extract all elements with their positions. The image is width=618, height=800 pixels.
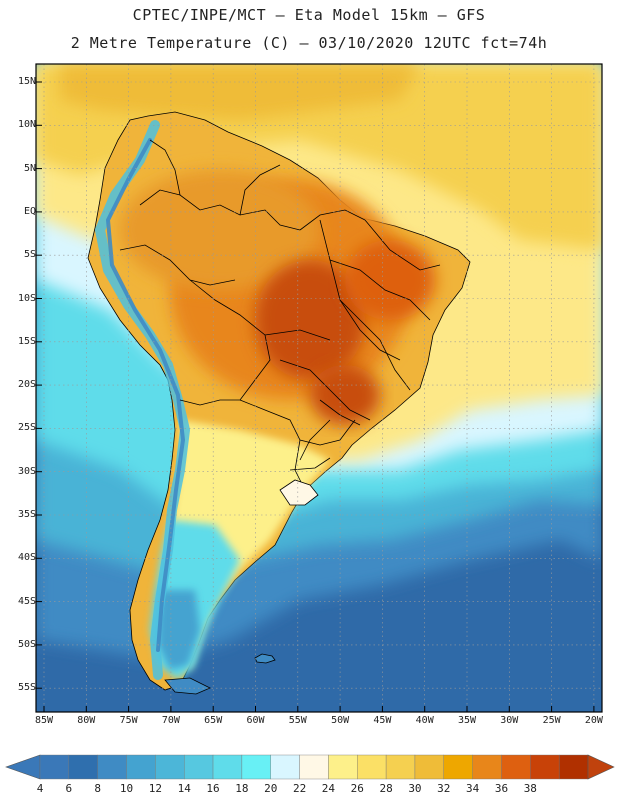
lon-label: 20W bbox=[584, 715, 603, 726]
colorbar-label: 24 bbox=[321, 782, 336, 795]
lat-label: 20S bbox=[17, 379, 36, 391]
map-title-line1: CPTEC/INPE/MCT – Eta Model 15km – GFS bbox=[132, 6, 486, 24]
colorbar-label: 16 bbox=[206, 782, 220, 795]
colorbar-max-arrow bbox=[587, 754, 615, 780]
colorbar-swatch bbox=[530, 754, 560, 780]
falkland-islands bbox=[254, 653, 276, 664]
lon-label: 80W bbox=[77, 715, 96, 726]
colorbar-swatch bbox=[558, 754, 589, 780]
colorbar-swatch bbox=[472, 754, 502, 780]
lon-label: 40W bbox=[415, 715, 434, 726]
lon-label: 30W bbox=[500, 715, 519, 726]
lat-label: 35S bbox=[17, 509, 36, 520]
colorbar-label: 38 bbox=[523, 782, 537, 795]
colorbar-label: 10 bbox=[119, 782, 134, 795]
southeast-hot-zone bbox=[310, 365, 380, 425]
map-title-line2: 2 Metre Temperature (C) – 03/10/2020 12U… bbox=[70, 34, 548, 52]
lon-label: 70W bbox=[161, 715, 180, 726]
colorbar-label: 22 bbox=[292, 782, 307, 795]
northeast-hot-zone bbox=[345, 240, 435, 320]
colorbar-label: 28 bbox=[379, 782, 393, 795]
caribbean-warm bbox=[60, 64, 420, 120]
lon-label: 45W bbox=[373, 715, 392, 726]
colorbar-label: 18 bbox=[235, 782, 249, 795]
colorbar-label: 20 bbox=[264, 782, 278, 795]
colorbar-swatch bbox=[270, 754, 300, 780]
lon-label: 35W bbox=[457, 715, 477, 726]
country-borders bbox=[119, 139, 441, 491]
colorbar-swatch bbox=[385, 754, 416, 780]
colorbar-swatch bbox=[443, 754, 473, 780]
lat-label: 25S bbox=[17, 422, 36, 434]
colorbar-label: 26 bbox=[350, 782, 364, 795]
colorbar-swatch bbox=[501, 754, 531, 780]
lat-label: 10S bbox=[17, 292, 36, 304]
lon-label: 60W bbox=[246, 715, 265, 726]
colorbar-swatch bbox=[414, 754, 444, 780]
colorbar-min-arrow bbox=[5, 754, 41, 780]
lon-label: 50W bbox=[331, 715, 350, 726]
lat-label: 55S bbox=[17, 682, 36, 694]
colorbar-swatch bbox=[155, 754, 185, 780]
colorbar-label: 30 bbox=[408, 782, 422, 795]
lat-label: 15S bbox=[17, 335, 36, 347]
colorbar-label: 36 bbox=[494, 782, 509, 795]
colorbar-swatch bbox=[328, 754, 358, 780]
colorbar-label: 4 bbox=[36, 782, 44, 795]
patagonia-colder bbox=[158, 590, 200, 670]
lat-label: 5N bbox=[23, 162, 36, 174]
lat-label: 40S bbox=[17, 552, 36, 564]
colorbar-swatch bbox=[68, 754, 98, 780]
lat-label: 30S bbox=[17, 465, 36, 477]
colorbar-swatch bbox=[241, 754, 271, 780]
colorbar-label: 34 bbox=[466, 782, 480, 795]
lat-label: 45S bbox=[17, 595, 36, 607]
colorbar-swatch bbox=[299, 754, 329, 780]
axis-ticks bbox=[36, 81, 595, 712]
lon-label: 75W bbox=[119, 715, 138, 726]
lat-label: 15N bbox=[17, 76, 36, 87]
lon-label: 85W bbox=[34, 715, 54, 726]
lon-label: 25W bbox=[542, 715, 561, 726]
colorbar-swatch bbox=[39, 754, 70, 780]
rio-de-la-plata bbox=[279, 479, 319, 506]
colorbar-label: 14 bbox=[177, 782, 191, 795]
gridlines bbox=[36, 64, 602, 712]
map-frame bbox=[35, 63, 603, 713]
colorbar-label: 6 bbox=[65, 782, 73, 795]
colorbar-swatch bbox=[97, 754, 127, 780]
colorbar-label: 12 bbox=[148, 782, 162, 795]
andes-coldest-strip bbox=[106, 138, 185, 652]
lon-label: 55W bbox=[288, 715, 307, 726]
colorbar-swatch bbox=[357, 754, 387, 780]
lat-label: 50S bbox=[17, 638, 36, 650]
lat-label: 5S bbox=[23, 249, 36, 261]
colorbar-swatch bbox=[212, 754, 243, 780]
colorbar-label: 8 bbox=[94, 782, 101, 795]
lon-label: 65W bbox=[204, 715, 223, 726]
colorbar-label: 32 bbox=[437, 782, 451, 795]
tierra-del-fuego bbox=[164, 677, 211, 695]
lat-label: 10N bbox=[17, 119, 36, 131]
lat-label: EQ bbox=[23, 205, 36, 217]
colorbar-swatch bbox=[184, 754, 214, 780]
colorbar-swatch bbox=[126, 754, 156, 780]
